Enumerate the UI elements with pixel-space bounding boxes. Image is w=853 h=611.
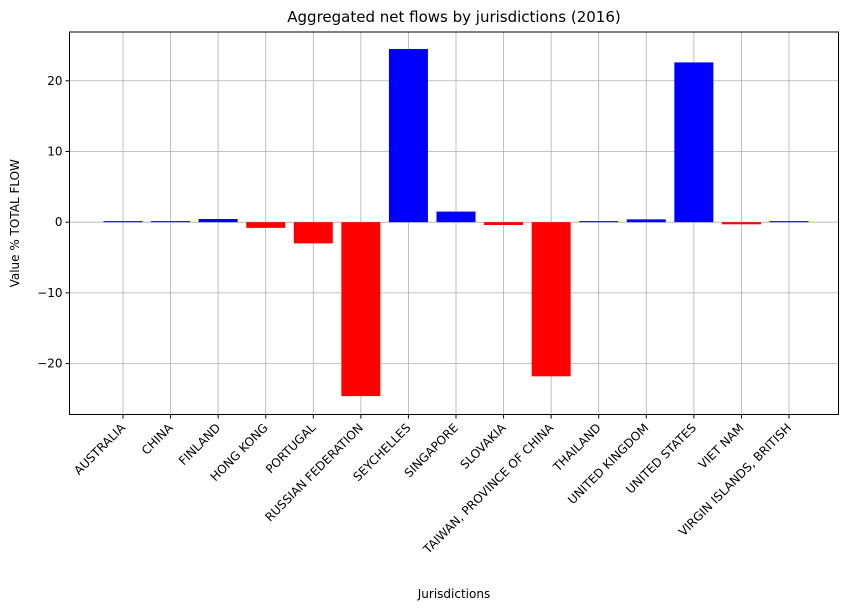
plot-frame <box>69 31 839 415</box>
bar <box>436 211 476 223</box>
bar <box>626 219 666 223</box>
x-tick-label: SLOVAKIA <box>458 420 510 472</box>
bar <box>721 222 761 225</box>
bar <box>151 221 191 223</box>
bar <box>198 219 238 223</box>
bar <box>674 62 714 223</box>
bar <box>579 221 619 223</box>
bar <box>246 222 286 228</box>
bar <box>341 222 381 397</box>
x-tick-label: VIET NAM <box>696 421 747 472</box>
x-axis-label: Jurisdictions <box>417 587 490 601</box>
x-tick-label: FINLAND <box>176 421 223 468</box>
bars <box>103 48 809 397</box>
y-tick-label: −20 <box>37 357 62 371</box>
bar <box>531 222 571 377</box>
x-tick-label: UNITED KINGDOM <box>565 421 651 507</box>
bar <box>769 221 809 223</box>
y-axis-ticks: −20 −10 0 10 20 <box>37 74 70 371</box>
bar <box>388 48 428 223</box>
y-tick-label: 20 <box>47 74 62 88</box>
bar <box>293 222 333 244</box>
y-tick-label: 0 <box>55 215 63 229</box>
y-tick-label: 10 <box>47 144 62 158</box>
bar <box>103 221 143 223</box>
bar <box>484 222 524 226</box>
y-tick-label: −10 <box>37 286 62 300</box>
x-tick-label: AUSTRALIA <box>71 420 128 477</box>
y-axis-label: Value % TOTAL FLOW <box>8 159 22 287</box>
chart-title: Aggregated net flows by jurisdictions (2… <box>287 8 620 26</box>
x-tick-label: CHINA <box>139 420 176 457</box>
